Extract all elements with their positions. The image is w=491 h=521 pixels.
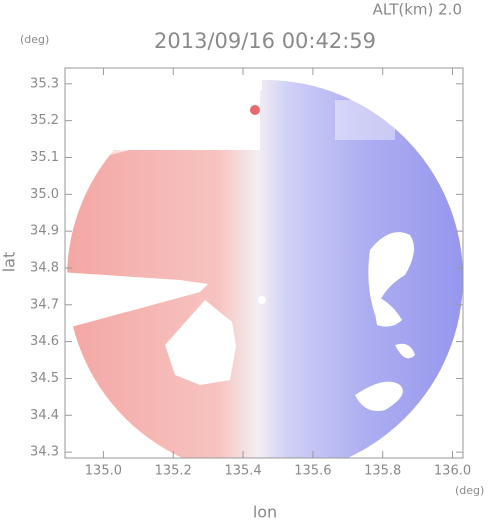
y-tick-label: 35.2: [30, 113, 59, 128]
y-tick-label: 34.9: [30, 224, 59, 239]
y-axis-label: lat: [0, 252, 19, 273]
radar-field: [65, 68, 463, 458]
y-tick-label: 34.6: [30, 334, 59, 349]
x-tick-label: 135.4: [224, 464, 261, 479]
y-tick-label: 34.4: [30, 408, 59, 423]
chart-title: 2013/09/16 00:42:59: [154, 29, 376, 53]
x-tick-label: 136.0: [434, 464, 471, 479]
y-tick-label: 34.5: [30, 371, 59, 386]
x-tick-label: 135.8: [364, 464, 401, 479]
y-tick-label: 34.7: [30, 297, 59, 312]
y-unit: (deg): [20, 33, 49, 46]
x-tick-label: 135.6: [294, 464, 331, 479]
plot-frame: [64, 67, 464, 459]
x-tick-label: 135.0: [85, 464, 122, 479]
y-tick-label: 35.3: [30, 76, 59, 91]
x-tick-label: 135.2: [155, 464, 192, 479]
x-unit: (deg): [455, 484, 484, 497]
y-tick-label: 34.8: [30, 260, 59, 275]
x-axis-label: lon: [253, 503, 277, 521]
altitude-label: ALT(km) 2.0: [373, 1, 462, 19]
y-tick-label: 34.3: [30, 445, 59, 460]
y-tick-label: 35.0: [30, 187, 59, 202]
y-tick-label: 35.1: [30, 150, 59, 165]
